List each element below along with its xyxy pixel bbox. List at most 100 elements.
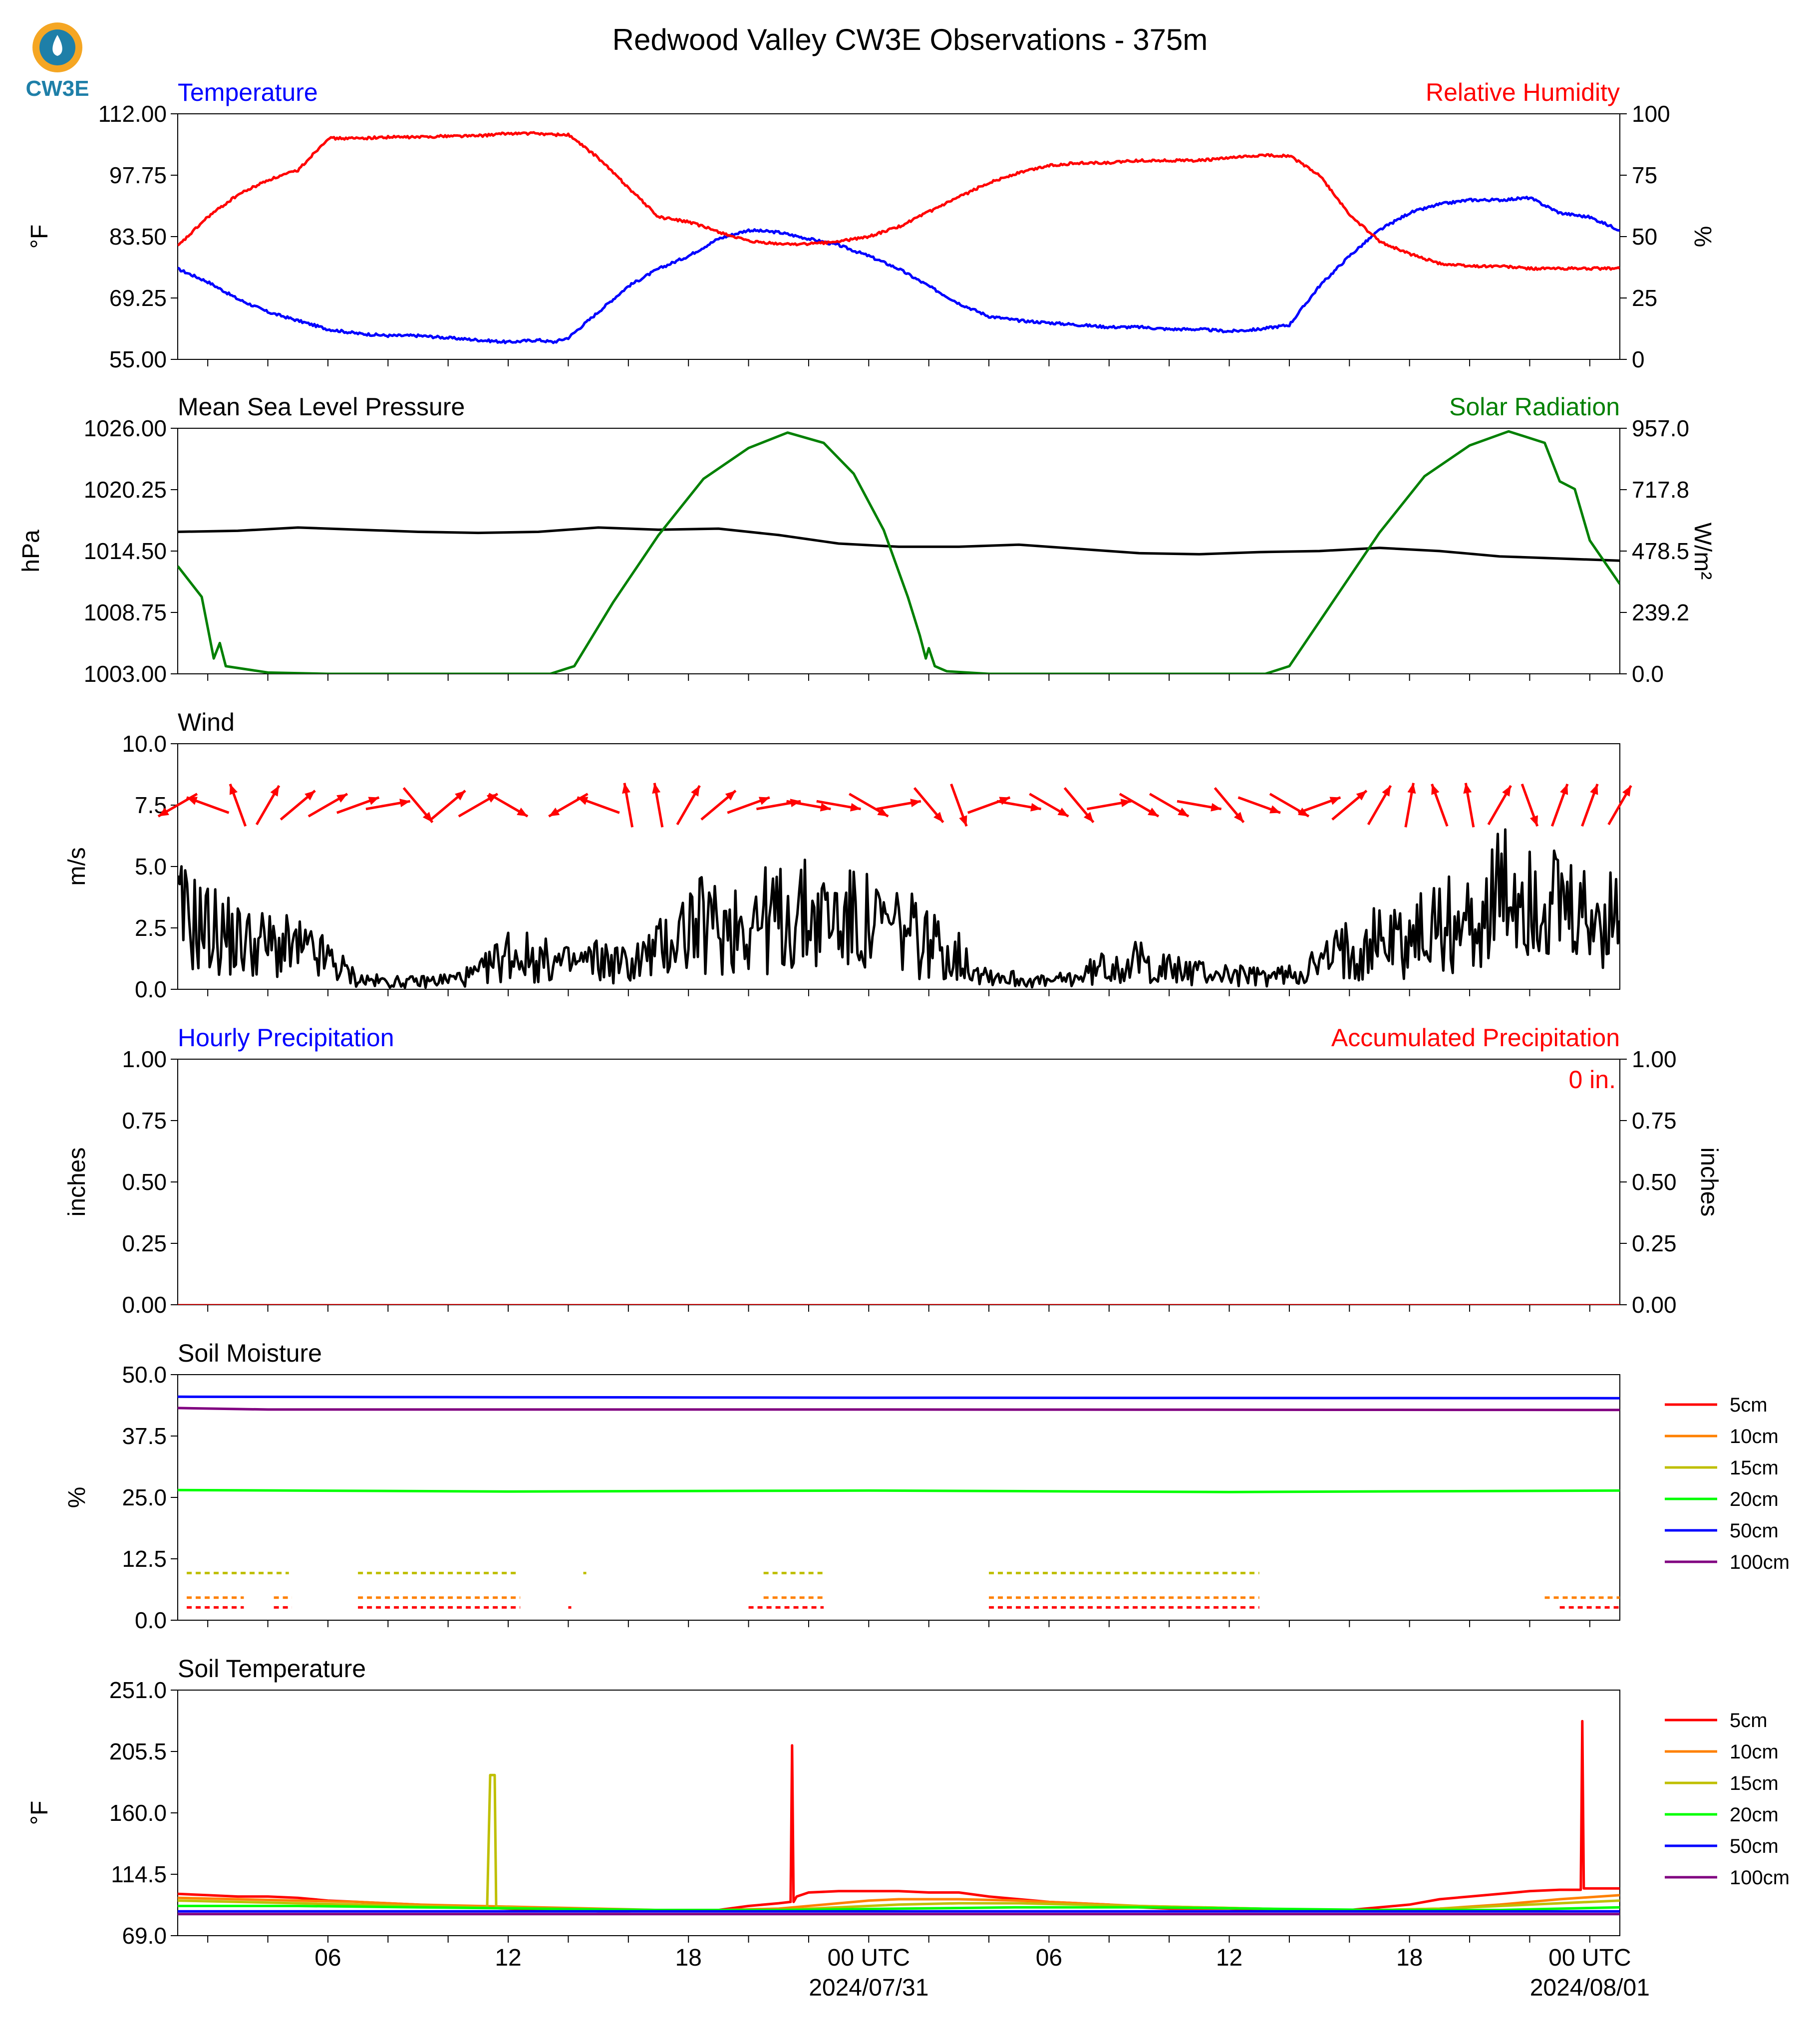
y-tick-label: 69.0 (122, 1923, 167, 1949)
legend-label: 20cm (1730, 1804, 1779, 1826)
wind-arrow-head (517, 807, 528, 817)
legend-label: 10cm (1730, 1426, 1779, 1448)
y-axis-label: °F (26, 225, 53, 249)
series-line (178, 828, 1620, 989)
wind-arrow-head (622, 783, 630, 794)
legend-label: 50cm (1730, 1835, 1779, 1857)
wind-arrow-head (910, 799, 921, 808)
wind-arrow-head (229, 784, 238, 795)
y-tick-label: 0.0 (135, 1607, 167, 1633)
wind-arrow-head (455, 791, 466, 801)
y-tick-label: 69.25 (109, 285, 167, 311)
wind-arrow-head (1590, 784, 1598, 795)
y2-tick-label: 1.00 (1632, 1046, 1677, 1072)
wind-arrow-head (1329, 797, 1341, 805)
wind-arrow (876, 799, 921, 811)
y-tick-label: 50.0 (122, 1362, 167, 1388)
wind-arrow-head (1407, 783, 1416, 794)
x-axis: 06 12 18 00 UTC 06 12 18 00 UTC 2024/07/31 2024/0… (314, 1945, 1650, 2001)
wind-arrow-head (368, 797, 379, 805)
panel-soil_temp: 69.0 114.5 160.0 205.5 251.0 Soil Temperature… (26, 1655, 1790, 1949)
y2-axis-label: inches (1696, 1148, 1722, 1217)
wind-arrow (186, 796, 230, 814)
wind-arrow (336, 796, 380, 814)
wind-arrow (402, 787, 434, 824)
wind-arrow-head (158, 807, 169, 817)
wind-arrow-head (1269, 805, 1281, 814)
y-tick-label: 12.5 (122, 1546, 167, 1572)
wind-arrow-head (577, 797, 589, 805)
panel-soil_moisture: 0.0 12.5 25.0 37.5 50.0 Soil Moisture% 5cm 10cm… (64, 1339, 1790, 1633)
y-tick-label: 0.75 (122, 1108, 167, 1134)
wind-arrow-head (336, 794, 347, 803)
panel-right-title: Solar Radiation (1449, 393, 1620, 421)
wind-arrow-head (820, 803, 831, 812)
y-tick-label: 1003.00 (84, 661, 167, 687)
cw3e-logo: CW3E (25, 22, 89, 101)
legend-label: 100cm (1730, 1867, 1790, 1889)
y-tick-label: 10.0 (122, 731, 167, 757)
wind-arrow-head (1529, 815, 1538, 827)
wind-arrow (1087, 799, 1132, 811)
series-line (178, 526, 1620, 562)
logo-text: CW3E (25, 76, 89, 101)
wind-arrow (488, 793, 529, 818)
series-line (178, 1488, 1620, 1493)
wind-arrow (700, 790, 737, 821)
wind-arrow-head (1030, 803, 1041, 812)
wind-arrow (1063, 787, 1095, 824)
x-date-label: 2024/08/01 (1530, 1975, 1650, 2001)
y2-tick-label: 0.0 (1632, 661, 1664, 687)
wind-arrow (1404, 783, 1416, 828)
wind-arrow-head (1382, 786, 1391, 797)
wind-arrow (786, 800, 831, 812)
wind-arrow (849, 793, 889, 818)
wind-arrow (816, 800, 861, 812)
panel-left-title: Hourly Precipitation (178, 1024, 394, 1052)
wind-arrow (622, 783, 634, 828)
y-tick-label: 1014.50 (84, 538, 167, 564)
wind-arrow-head (877, 807, 889, 817)
legend-label: 20cm (1730, 1488, 1779, 1510)
panel-precip: 0.00 0.25 0.50 0.75 1.00 0.00 0.25 0.50 0.75 1.00… (64, 1024, 1722, 1318)
panel-left-title: Soil Temperature (178, 1655, 366, 1683)
series-line (178, 196, 1620, 344)
y-tick-label: 0.0 (135, 976, 167, 1002)
y2-axis-label: W/m² (1689, 523, 1716, 580)
wind-arrow (1213, 787, 1245, 824)
legend-label: 5cm (1730, 1710, 1768, 1732)
y-tick-label: 205.5 (109, 1738, 167, 1764)
panel-right-title: Relative Humidity (1426, 78, 1620, 106)
x-tick-label: 12 (1216, 1945, 1242, 1971)
y2-axis-label: % (1689, 226, 1716, 248)
y-tick-label: 37.5 (122, 1423, 167, 1449)
wind-arrow-head (186, 797, 198, 805)
y-tick-label: 97.75 (109, 162, 167, 188)
legend-label: 50cm (1730, 1520, 1779, 1542)
y-tick-label: 1008.75 (84, 599, 167, 625)
y-tick-label: 160.0 (109, 1800, 167, 1826)
wind-arrow (913, 787, 944, 824)
y-tick-label: 251.0 (109, 1677, 167, 1703)
wind-arrow-head (1431, 784, 1440, 795)
wind-arrow-head (399, 799, 410, 808)
wind-arrow-head (270, 786, 280, 797)
wind-arrow (365, 799, 411, 811)
y2-tick-label: 0.50 (1632, 1169, 1677, 1195)
plot-area (178, 131, 1620, 344)
wind-arrow (280, 790, 316, 821)
wind-arrow (255, 785, 281, 826)
wind-arrow-head (304, 791, 315, 801)
wind-arrow-head (422, 812, 433, 823)
wind-arrow (727, 796, 770, 814)
x-date-label: 2024/07/31 (809, 1975, 928, 2001)
y2-tick-label: 0 (1632, 346, 1645, 372)
wind-arrow (950, 783, 968, 827)
wind-arrow-head (652, 783, 661, 794)
wind-arrow (1520, 783, 1539, 827)
y2-tick-label: 957.0 (1632, 415, 1689, 441)
panel-pressure_solar: 1003.00 1008.75 1014.50 1020.25 1026.00 0.0 23… (18, 393, 1716, 687)
wind-arrow (1463, 783, 1475, 828)
wind-arrow-head (850, 803, 861, 812)
